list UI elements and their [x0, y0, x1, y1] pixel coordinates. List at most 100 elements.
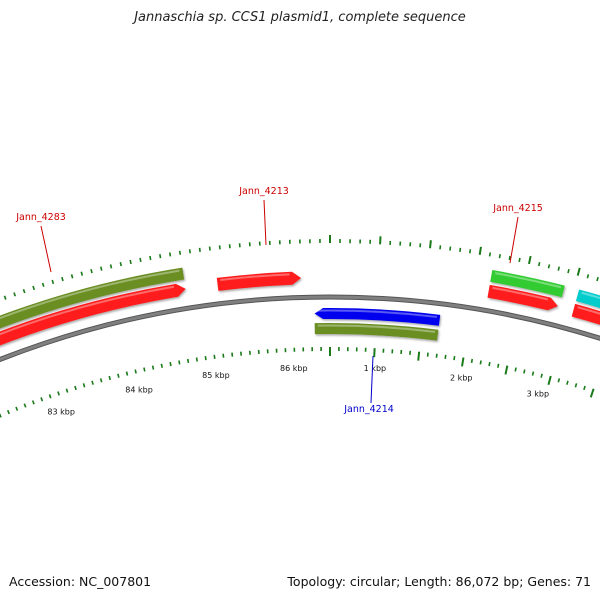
forward-cds-left-sheen	[0, 285, 175, 336]
summary-text: Topology: circular; Length: 86,072 bp; G…	[287, 574, 591, 589]
gene-leader-line	[509, 216, 519, 264]
outer-tick	[22, 288, 26, 294]
outer-tick	[547, 264, 551, 269]
outer-tick	[139, 257, 142, 263]
outer-tick	[32, 285, 36, 291]
reverse-cds-jann-4214[interactable]	[314, 308, 441, 326]
cog-green-band-jann-4215[interactable]	[490, 270, 565, 298]
inner-tick	[151, 365, 155, 370]
outer-tick	[90, 268, 93, 274]
forward-cds-jann-4215[interactable]	[487, 284, 558, 311]
outer-tick	[80, 271, 84, 276]
accession-text: Accession: NC_007801	[9, 574, 152, 589]
inner-tick	[186, 358, 190, 364]
gene-label-jann_4214[interactable]: Jann_4214	[343, 404, 394, 415]
outer-tick	[208, 246, 211, 251]
cog-olive-band-left[interactable]	[0, 267, 185, 393]
scale-label: 83 kbp	[47, 408, 75, 417]
outer-tick	[168, 252, 172, 257]
inner-tick	[169, 361, 172, 367]
inner-tick	[583, 385, 586, 391]
inner-tick	[99, 378, 103, 383]
gene-label-jann_4215[interactable]: Jann_4215	[492, 203, 543, 214]
outer-tick	[188, 249, 191, 254]
backbone-ring-shadow	[0, 294, 600, 363]
cog-olive-band-left-sheen	[0, 269, 180, 320]
outer-tick	[596, 276, 599, 282]
forward-cds-jann-4213-sheen	[220, 273, 290, 282]
inner-tick	[213, 354, 216, 359]
scale-label: 86 kbp	[280, 364, 308, 373]
outer-tick	[99, 266, 103, 271]
inner-tick	[488, 361, 491, 367]
outer-tick	[13, 292, 17, 297]
map-title: Jannaschia sp. CCS1 plasmid1, complete s…	[134, 10, 466, 25]
outer-tick	[61, 276, 64, 282]
inner-tick	[547, 375, 552, 386]
inner-tick	[540, 373, 543, 378]
inner-tick	[566, 380, 569, 385]
inner-tick	[108, 375, 112, 381]
outer-tick	[488, 252, 492, 257]
inner-tick	[178, 360, 181, 365]
outer-tick	[498, 254, 501, 259]
outer-tick	[518, 257, 521, 263]
inner-tick	[514, 367, 517, 372]
inner-tick	[435, 353, 438, 358]
gene-label-jann_4213[interactable]: Jann_4213	[238, 186, 289, 197]
backbone-ring	[0, 295, 600, 362]
forward-cds-right[interactable]	[571, 303, 600, 351]
cog-olive-band-jann-4214[interactable]	[314, 323, 439, 341]
inner-tick	[574, 383, 578, 388]
inner-tick	[497, 363, 500, 368]
cog-olive-band-jann-4214-sheen	[317, 324, 436, 333]
inner-tick	[31, 400, 35, 405]
outer-tick	[198, 247, 201, 252]
inner-tick	[125, 371, 129, 376]
inner-tick	[417, 351, 421, 361]
inner-tick	[0, 413, 2, 418]
outer-tick	[508, 255, 511, 261]
outer-tick	[51, 279, 55, 285]
gene-leader-line	[370, 355, 374, 404]
outer-tick	[129, 259, 132, 265]
outer-tick	[567, 268, 570, 274]
inner-tick	[523, 369, 526, 374]
forward-cds-jann-4215-sheen	[492, 286, 549, 301]
scale-label: 3 kbp	[527, 389, 549, 398]
scale-label: 84 kbp	[125, 385, 153, 394]
outer-tick	[527, 255, 532, 265]
inner-tick	[23, 403, 27, 408]
cog-cyan-band-right[interactable]	[575, 289, 600, 335]
reverse-cds-jann-4214-sheen	[317, 309, 437, 318]
inner-tick	[91, 380, 94, 385]
outer-tick	[557, 266, 561, 271]
scale-label: 2 kbp	[450, 373, 472, 382]
outer-tick	[586, 274, 590, 279]
inner-tick	[453, 356, 456, 361]
inner-tick	[470, 358, 474, 364]
inner-tick	[134, 369, 137, 374]
inner-tick	[82, 383, 86, 388]
outer-tick	[41, 282, 45, 288]
forward-cds-jann-4213[interactable]	[216, 271, 302, 291]
inner-tick	[15, 406, 19, 411]
forward-cds-left[interactable]	[0, 283, 186, 407]
gene-leader-line	[263, 199, 267, 246]
inner-tick	[48, 394, 52, 399]
scale-label: 85 kbp	[202, 371, 230, 380]
outer-tick	[537, 261, 541, 267]
cog-green-band-jann-4215-sheen	[494, 272, 562, 289]
gene-label-jann_4283[interactable]: Jann_4283	[15, 212, 66, 223]
cog-cyan-band-right-sheen	[581, 291, 600, 300]
gene-leader-line	[40, 225, 52, 273]
scale-label: 1 kbp	[364, 364, 386, 373]
outer-tick	[429, 240, 432, 249]
inner-tick	[143, 367, 146, 372]
outer-tick	[576, 267, 581, 276]
inner-tick	[195, 357, 198, 362]
outer-tick	[469, 249, 472, 254]
inner-tick	[40, 397, 44, 402]
outer-tick	[159, 254, 162, 259]
inner-tick	[57, 391, 60, 396]
